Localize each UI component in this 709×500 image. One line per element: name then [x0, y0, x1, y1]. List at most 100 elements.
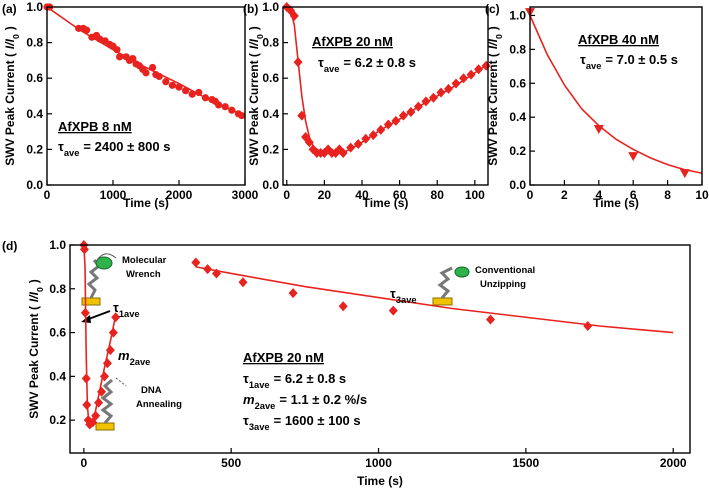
text-part: Unzipping: [480, 279, 526, 290]
data-point: [83, 26, 91, 34]
data-point: [191, 257, 201, 268]
text-part: = 1600 ± 100 s: [274, 413, 361, 428]
annotation: AfXPB 20 nM: [243, 350, 324, 365]
data-point: [353, 139, 363, 150]
data-point: [195, 88, 203, 97]
data-point: [628, 152, 639, 162]
y-tick-label: 0.2: [26, 142, 43, 156]
text-part: 0: [255, 34, 265, 39]
x-tick-label: 100: [465, 188, 485, 202]
annotation: m2ave = 1.1 ± 0.2 %/s: [243, 392, 367, 411]
annotation: τ1ave: [113, 300, 140, 319]
text-part: SWV Peak Current (: [247, 53, 261, 166]
y-axis-label: SWV Peak Current (I/I0): [3, 26, 21, 166]
y-tick-label: 0.0: [26, 178, 43, 192]
annotation: AfXPB 20 nM: [312, 34, 393, 49]
data-point: [338, 147, 348, 158]
text-part: τ: [580, 52, 586, 67]
panel: 0 500 1000 1500 2000 0.2 0.4 0.6 0.8 1.0 Time (s) S…: [2, 238, 691, 488]
y-tick-label: 0.2: [262, 142, 279, 156]
x-axis-label: Time (s): [363, 196, 409, 210]
text-part: τ: [58, 139, 64, 154]
annotation: Unzipping: [480, 279, 526, 290]
data-point: [304, 137, 314, 148]
data-point: [368, 130, 378, 141]
text-part: = 1.1 ± 0.2 %/s: [279, 392, 367, 407]
text-part: 3ave: [396, 295, 417, 305]
y-tick-label: 0.8: [26, 36, 43, 50]
data-point: [406, 107, 416, 118]
data-point: [289, 10, 299, 21]
data-point: [201, 94, 209, 102]
annotation: Conventional: [475, 265, 535, 276]
text-part: = 2400 ± 800 s: [83, 139, 170, 154]
annotation: Annealing: [136, 399, 182, 410]
x-tick-label: 2: [561, 188, 568, 202]
panel: 0 1000 2000 3000 0.0 0.2 0.4 0.6 0.8 1.0 Time (s) S…: [2, 0, 259, 210]
text-part: 1ave: [119, 309, 140, 319]
y-tick-label: 0.4: [26, 107, 43, 121]
x-axis-label: Time (s): [593, 196, 639, 210]
panel-label: (a): [2, 2, 17, 16]
y-tick-label: 0.4: [509, 110, 526, 124]
x-tick-label: 40: [355, 188, 369, 202]
text-part: 0: [35, 287, 45, 292]
y-tick-label: 0.6: [26, 71, 43, 85]
text-part: Annealing: [136, 399, 182, 410]
icon-protein: [454, 266, 470, 278]
data-point: [466, 69, 476, 80]
x-tick-label: 60: [393, 188, 407, 202]
data-point: [168, 81, 176, 89]
data-point: [82, 399, 92, 410]
x-tick-label: 3000: [232, 188, 259, 202]
text-part: Conventional: [475, 265, 535, 276]
data-point: [175, 83, 183, 91]
data-point: [102, 358, 112, 369]
x-tick-label: 20: [318, 188, 332, 202]
fit-line: [286, 7, 488, 154]
y-tick-label: 0.0: [509, 178, 526, 192]
panel-label: (c): [485, 2, 500, 16]
x-tick-label: 2000: [166, 188, 193, 202]
text-part: τ: [243, 371, 249, 386]
text-part: ): [247, 26, 261, 30]
data-point: [215, 101, 223, 109]
text-part: 3ave: [249, 422, 270, 432]
text-part: m: [118, 348, 130, 363]
x-tick-label: 1000: [365, 456, 392, 470]
data-point: [391, 115, 401, 126]
text-part: τ: [113, 300, 119, 315]
plot-area: [530, 15, 702, 174]
data-point: [79, 244, 89, 255]
y-tick-label: 0.6: [509, 76, 526, 90]
annotation: AfXPB 40 nM: [578, 32, 659, 47]
icon-base: [95, 422, 115, 431]
plot-frame: [529, 6, 703, 186]
text-part: = 6.2 ± 0.8 s: [343, 55, 416, 70]
y-tick-label: 0.0: [262, 178, 279, 192]
data-point: [142, 69, 150, 77]
panel-label: (b): [243, 2, 258, 16]
annotation: m2ave: [118, 348, 150, 367]
data-point: [428, 92, 438, 103]
y-tick-label: 1.0: [262, 0, 279, 14]
icon-dna: [437, 266, 453, 299]
data-point: [182, 87, 190, 95]
x-tick-label: 6: [630, 188, 637, 202]
panel: 0 2 4 6 8 10 0.0 0.2 0.4 0.6 0.8 1.0 Time (s) SWV Pea…: [485, 2, 709, 210]
text-part: ): [486, 26, 500, 30]
icon-arrow: [95, 253, 117, 263]
data-point: [203, 264, 213, 275]
data-point: [361, 133, 371, 144]
data-point: [388, 305, 398, 316]
data-point: [111, 312, 121, 323]
annotation: τ3ave = 1600 ± 100 s: [243, 413, 361, 432]
data-point: [486, 314, 496, 325]
data-point: [376, 124, 386, 135]
data-point: [413, 101, 423, 112]
data-point: [383, 119, 393, 130]
y-tick-label: 0.6: [49, 326, 66, 340]
plot-area: [83, 245, 674, 426]
y-tick-label: 0.6: [262, 71, 279, 85]
